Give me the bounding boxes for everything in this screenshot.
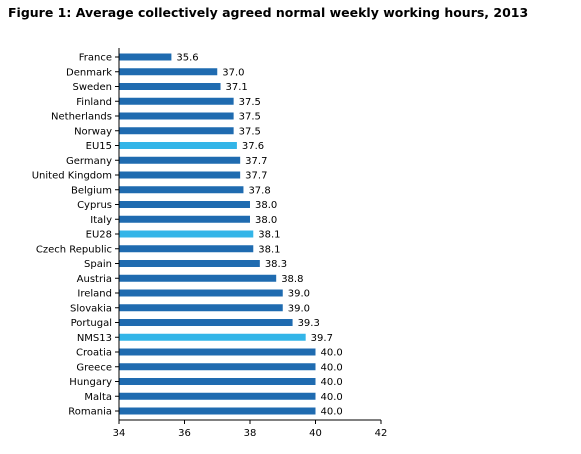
bar-portugal: [119, 319, 293, 326]
value-label-malta: 40.0: [321, 392, 343, 403]
category-label-portugal: Portugal: [71, 318, 112, 329]
bar-netherlands: [119, 112, 234, 120]
value-label-slovakia: 39.0: [288, 303, 310, 314]
category-label-belgium: Belgium: [71, 185, 112, 196]
value-label-italy: 38.0: [255, 215, 277, 226]
bar-norway: [119, 127, 234, 135]
value-label-croatia: 40.0: [321, 348, 343, 359]
bar-spain: [119, 260, 260, 267]
bar-belgium: [119, 186, 244, 194]
bar-romania: [119, 407, 316, 415]
category-label-hungary: Hungary: [69, 377, 112, 388]
category-label-spain: Spain: [84, 259, 112, 270]
value-label-hungary: 40.0: [321, 377, 343, 388]
bar-malta: [119, 392, 316, 400]
category-label-malta: Malta: [84, 392, 112, 403]
value-label-denmark: 37.0: [222, 67, 244, 78]
category-label-cyprus: Cyprus: [77, 200, 112, 211]
value-label-france: 35.6: [176, 53, 198, 64]
bar-czech-republic: [119, 245, 254, 253]
category-label-eu28: EU28: [86, 230, 112, 241]
bar-greece: [119, 363, 316, 371]
bar-eu15: [119, 142, 237, 149]
category-label-romania: Romania: [68, 407, 112, 418]
category-label-croatia: Croatia: [76, 348, 112, 359]
category-label-denmark: Denmark: [66, 67, 112, 78]
bar-austria: [119, 274, 277, 282]
category-label-eu15: EU15: [86, 141, 112, 152]
category-label-netherlands: Netherlands: [51, 112, 112, 123]
category-label-austria: Austria: [77, 274, 112, 285]
bar-sweden: [119, 83, 221, 90]
bars-group: France 35.6 Denmark 37.0 Sweden 37.1 Finland 37…: [32, 53, 343, 418]
category-label-greece: Greece: [76, 362, 112, 373]
category-label-sweden: Sweden: [72, 82, 112, 93]
axes-group: 34 36 38 40 42: [113, 48, 388, 439]
bar-cyprus: [119, 201, 250, 208]
value-label-spain: 38.3: [265, 259, 287, 270]
bar-italy: [119, 215, 250, 223]
value-label-eu28: 38.1: [258, 230, 280, 241]
value-label-greece: 40.0: [321, 362, 343, 373]
bar-hungary: [119, 378, 316, 385]
value-label-romania: 40.0: [321, 407, 343, 418]
bar-ireland: [119, 289, 283, 297]
x-tick-label-40: 40: [309, 428, 322, 439]
value-label-cyprus: 38.0: [255, 200, 277, 211]
x-tick-label-42: 42: [375, 428, 388, 439]
x-tick-label-38: 38: [244, 428, 257, 439]
category-label-norway: Norway: [74, 126, 112, 137]
category-label-czech-republic: Czech Republic: [36, 244, 112, 255]
bar-united-kingdom: [119, 171, 241, 179]
bar-eu28: [119, 230, 254, 238]
x-tick-label-36: 36: [178, 428, 191, 439]
value-label-portugal: 39.3: [298, 318, 320, 329]
value-label-ireland: 39.0: [288, 289, 310, 300]
category-label-finland: Finland: [76, 97, 112, 108]
value-label-finland: 37.5: [239, 97, 261, 108]
bar-finland: [119, 97, 234, 105]
value-label-czech-republic: 38.1: [258, 244, 280, 255]
value-label-eu15: 37.6: [242, 141, 264, 152]
value-label-netherlands: 37.5: [239, 112, 261, 123]
category-label-germany: Germany: [66, 156, 112, 167]
bar-germany: [119, 156, 241, 164]
bar-denmark: [119, 68, 218, 76]
bar-croatia: [119, 348, 316, 356]
value-label-belgium: 37.8: [248, 185, 270, 196]
value-label-norway: 37.5: [239, 126, 261, 137]
category-label-italy: Italy: [90, 215, 112, 226]
value-label-united-kingdom: 37.7: [245, 171, 267, 182]
x-tick-label-34: 34: [113, 428, 126, 439]
category-label-nms13: NMS13: [77, 333, 112, 344]
bar-nms13: [119, 333, 306, 341]
category-label-slovakia: Slovakia: [70, 303, 112, 314]
category-label-france: France: [79, 53, 112, 64]
category-label-united-kingdom: United Kingdom: [32, 171, 112, 182]
category-label-ireland: Ireland: [77, 289, 112, 300]
value-label-sweden: 37.1: [226, 82, 248, 93]
bar-slovakia: [119, 304, 283, 312]
value-label-nms13: 39.7: [311, 333, 333, 344]
chart-title: Figure 1: Average collectively agreed no…: [8, 5, 529, 20]
value-label-germany: 37.7: [245, 156, 267, 167]
bar-france: [119, 53, 172, 61]
value-label-austria: 38.8: [281, 274, 303, 285]
